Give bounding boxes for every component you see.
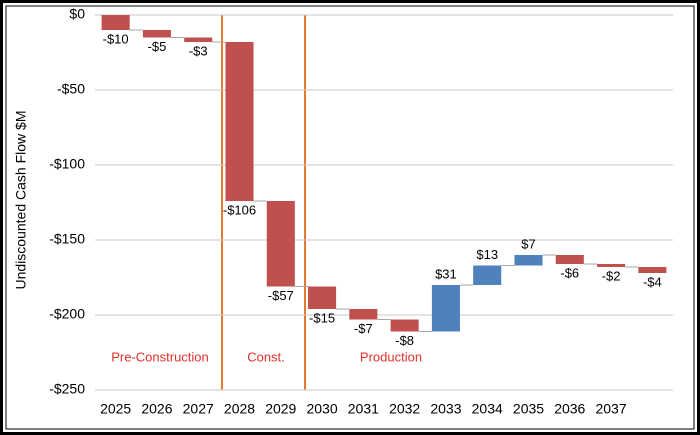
x-tick-label: 2025 <box>100 401 131 417</box>
bar <box>225 42 254 201</box>
x-tick-label: 2034 <box>472 401 503 417</box>
bar <box>184 37 213 42</box>
x-tick-label: 2031 <box>348 401 379 417</box>
x-tick-label: 2036 <box>554 401 585 417</box>
bar <box>638 267 667 273</box>
bar <box>308 286 337 309</box>
phase-label: Const. <box>247 349 285 364</box>
bar <box>349 309 378 320</box>
value-label: -$4 <box>643 274 662 289</box>
y-tick-label: -$100 <box>49 156 85 172</box>
inner-frame <box>5 5 695 430</box>
x-tick-label: 2037 <box>595 401 626 417</box>
bar <box>431 285 460 332</box>
value-label: $13 <box>476 247 498 262</box>
value-label: -$15 <box>309 310 335 325</box>
y-tick-label: -$150 <box>49 231 85 247</box>
x-tick-label: 2032 <box>389 401 420 417</box>
value-label: -$5 <box>148 39 167 54</box>
value-label: -$2 <box>602 268 621 283</box>
y-tick-label: $0 <box>69 6 85 22</box>
value-label: -$8 <box>395 333 414 348</box>
bar <box>473 265 502 285</box>
x-tick-label: 2033 <box>430 401 461 417</box>
bar <box>597 264 626 267</box>
value-label: -$3 <box>189 43 208 58</box>
bar <box>555 255 584 264</box>
value-label: -$106 <box>223 202 256 217</box>
phase-label: Production <box>360 349 422 364</box>
y-tick-label: -$50 <box>57 81 85 97</box>
phase-label: Pre-Construction <box>111 349 209 364</box>
y-tick-label: -$250 <box>49 381 85 397</box>
value-label: -$10 <box>103 31 129 46</box>
bar <box>390 319 419 332</box>
bar <box>514 255 543 266</box>
y-axis-label: Undiscounted Cash Flow $M <box>13 111 29 290</box>
x-tick-label: 2035 <box>513 401 544 417</box>
bar <box>266 201 295 287</box>
x-tick-label: 2029 <box>265 401 296 417</box>
bar <box>101 15 130 30</box>
x-tick-label: 2028 <box>224 401 255 417</box>
x-tick-label: 2030 <box>306 401 337 417</box>
x-tick-label: 2026 <box>141 401 172 417</box>
value-label: $31 <box>435 266 457 281</box>
x-tick-label: 2027 <box>183 401 214 417</box>
bar <box>142 30 171 38</box>
y-tick-label: -$200 <box>49 306 85 322</box>
value-label: $7 <box>521 236 535 251</box>
value-label: -$57 <box>268 288 294 303</box>
value-label: -$6 <box>560 265 579 280</box>
value-label: -$7 <box>354 321 373 336</box>
